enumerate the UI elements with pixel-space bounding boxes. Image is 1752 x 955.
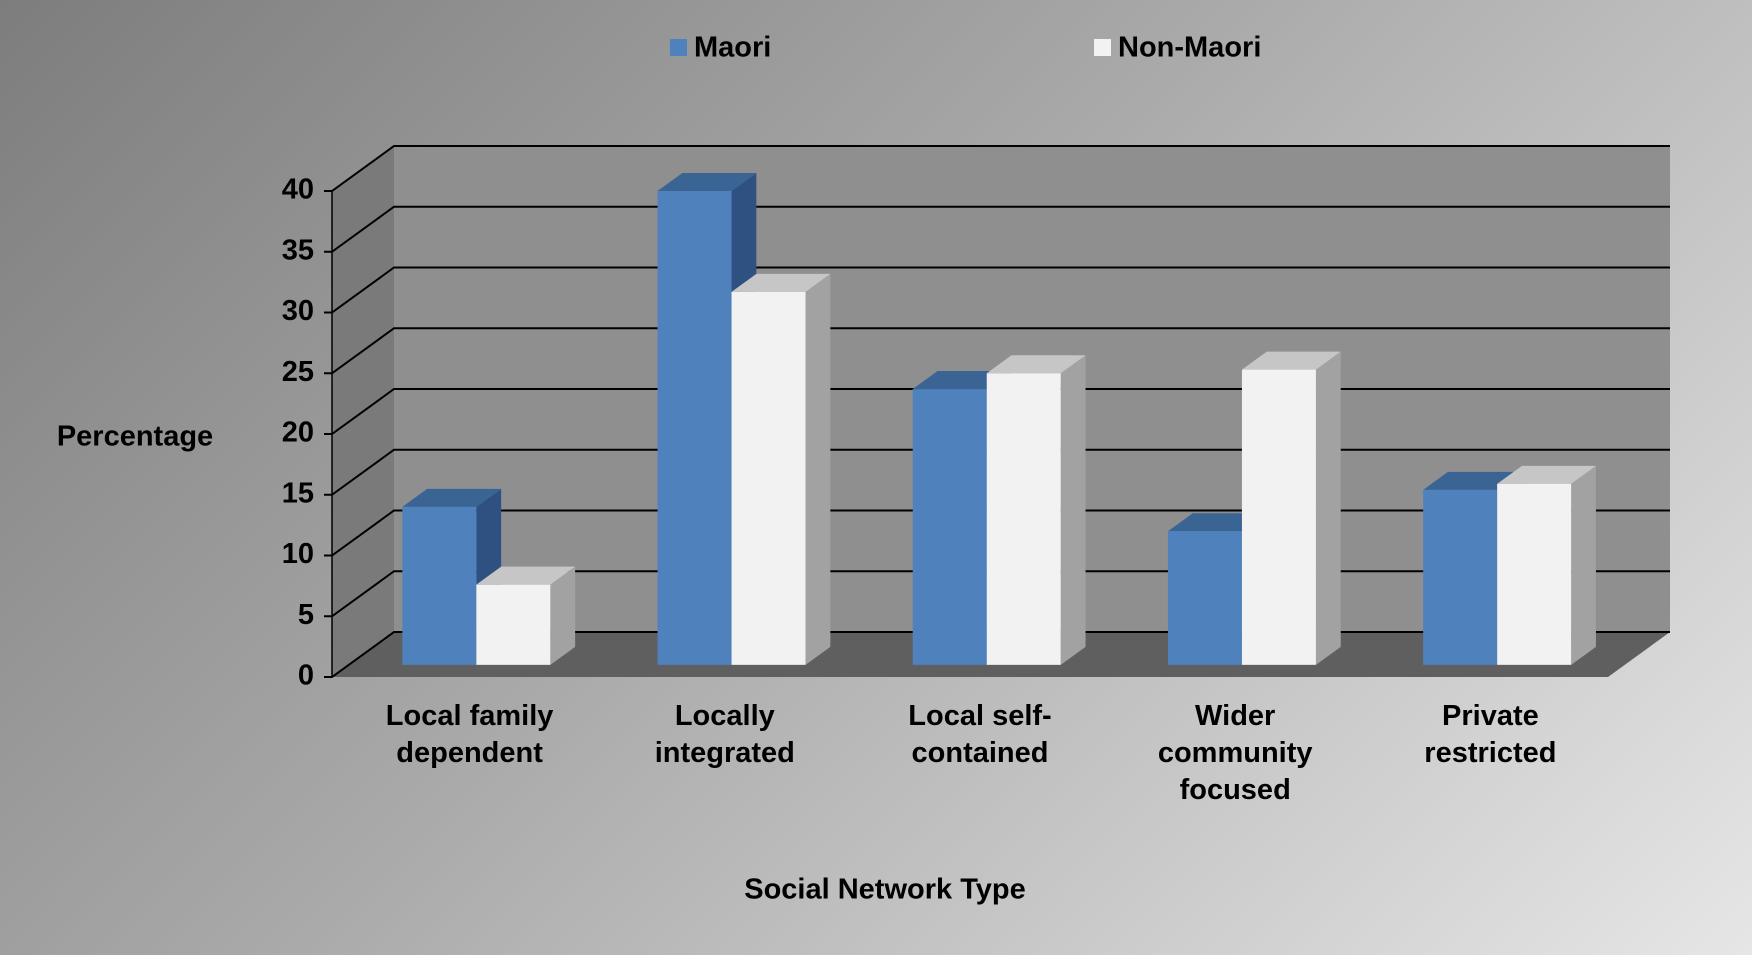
x-axis-title: Social Network Type [744, 874, 1026, 906]
y-tick-label: 20 [282, 417, 314, 449]
bar [1241, 369, 1316, 665]
legend-label: Non-Maori [1118, 32, 1261, 64]
bar-top [1241, 351, 1341, 370]
y-tick-label: 40 [282, 174, 314, 206]
x-tick-label: Local family dependent [385, 700, 554, 769]
grid-line [324, 327, 1670, 375]
x-tick-label: Private restricted [1424, 700, 1557, 769]
bar [1423, 489, 1498, 665]
bar-side [1060, 355, 1086, 665]
x-tick-label: Locally integrated [654, 700, 795, 769]
bar [731, 291, 806, 665]
x-tick-label: Local self-contained [908, 700, 1052, 769]
bar-group [731, 273, 831, 665]
bar-side [1571, 465, 1596, 665]
y-tick-label: 30 [282, 295, 314, 327]
y-tick-label: 10 [282, 538, 314, 570]
y-tick-label: 5 [298, 599, 314, 631]
bar-group [986, 355, 1086, 665]
y-tick-label: 25 [282, 356, 314, 388]
y-tick-label: 35 [282, 234, 314, 266]
grid-line [324, 145, 1670, 192]
x-tick-label: Wider community focused [1157, 700, 1313, 806]
bar-group [1241, 351, 1341, 665]
bar-top [657, 173, 757, 191]
bar [986, 373, 1061, 665]
y-tick-label: 0 [298, 660, 314, 692]
legend-swatch [670, 39, 687, 56]
bar [402, 506, 477, 665]
bar-group [476, 566, 576, 665]
bar [1497, 483, 1572, 665]
bar [1167, 531, 1242, 665]
bar-top [476, 566, 576, 585]
bar-top [986, 355, 1086, 374]
bar-side [1315, 351, 1341, 665]
grid-line [324, 205, 1670, 253]
bar [476, 584, 551, 665]
bar [657, 191, 732, 665]
bar-top [731, 273, 831, 292]
legend-label: Maori [694, 32, 771, 64]
y-tick-label: 15 [282, 477, 314, 509]
bar-top [1497, 465, 1596, 484]
grid-line [324, 266, 1670, 314]
legend-swatch [1094, 39, 1111, 56]
y-axis-title: Percentage [57, 421, 213, 453]
bar [912, 389, 987, 665]
bar-side [550, 566, 576, 665]
bar-group [1497, 465, 1596, 665]
bar-top [402, 488, 502, 507]
bar-side [805, 273, 831, 665]
